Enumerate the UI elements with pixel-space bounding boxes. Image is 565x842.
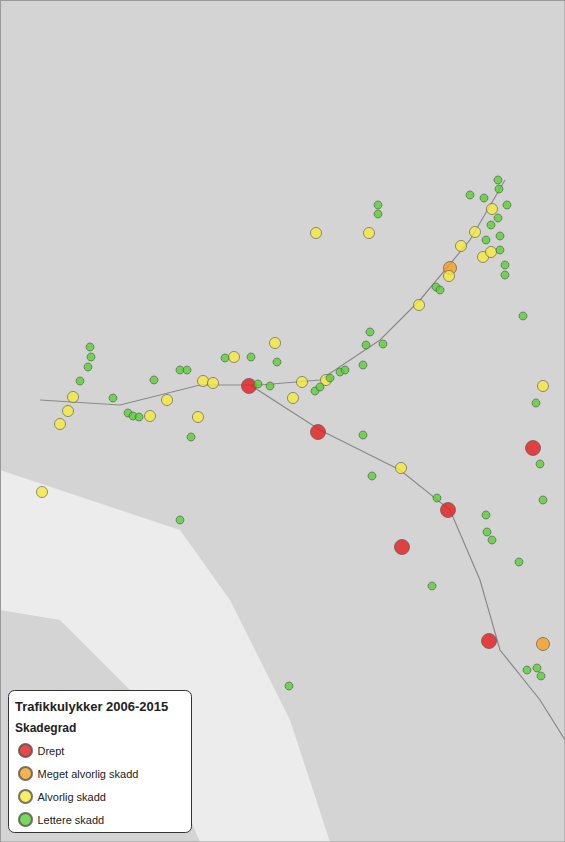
svg-text:Meget alvorlig skadd: Meget alvorlig skadd: [38, 768, 139, 780]
svg-text:Skadegrad: Skadegrad: [15, 721, 76, 735]
svg-text:Lettere skadd: Lettere skadd: [38, 814, 105, 826]
svg-text:Alvorlig skadd: Alvorlig skadd: [38, 791, 106, 803]
svg-text:Trafikkulykker 2006-2015: Trafikkulykker 2006-2015: [15, 699, 168, 714]
svg-text:Drept: Drept: [38, 745, 65, 757]
